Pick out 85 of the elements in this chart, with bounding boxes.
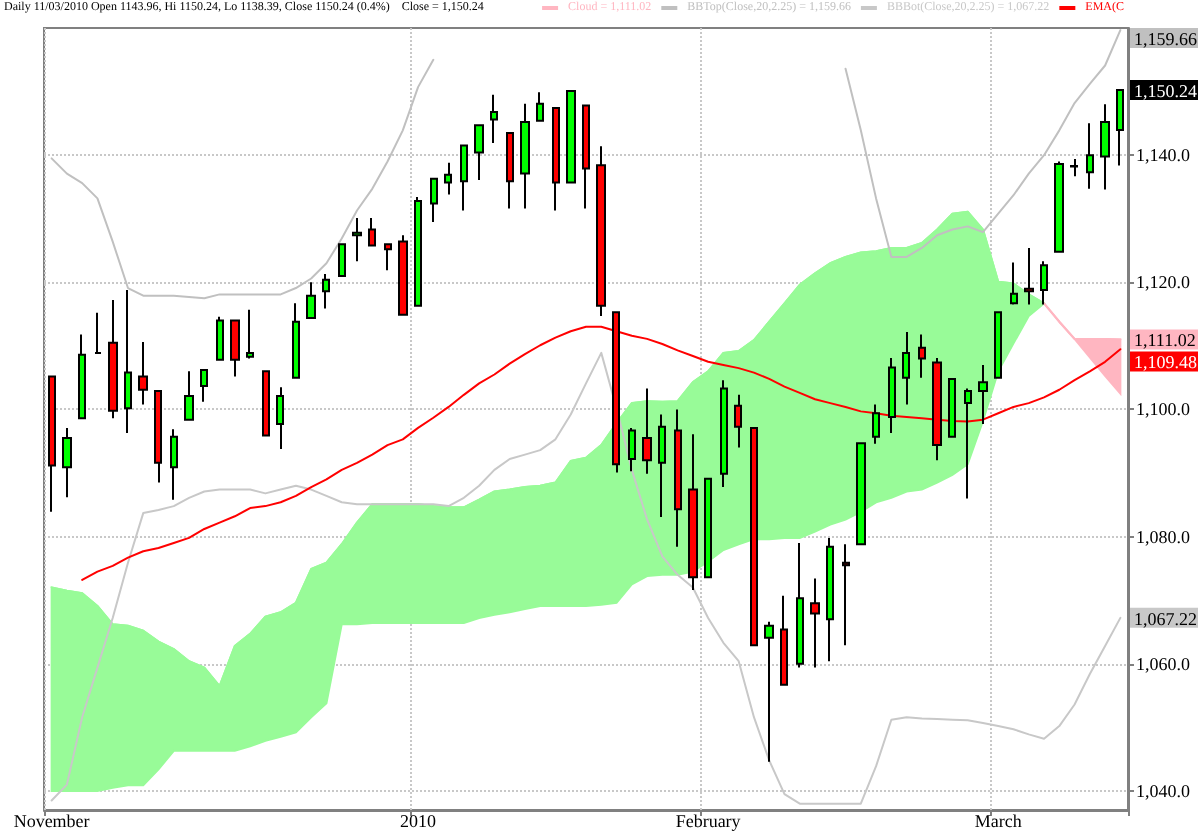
candlestick bbox=[810, 577, 820, 669]
candlestick bbox=[978, 363, 988, 426]
candlestick bbox=[506, 131, 514, 210]
text: 1,109.48 bbox=[1134, 352, 1198, 373]
text: 1,150.24 bbox=[1134, 81, 1198, 102]
candlestick bbox=[124, 288, 132, 434]
candlestick bbox=[368, 217, 376, 247]
candlestick bbox=[994, 311, 1002, 379]
candlestick bbox=[490, 93, 498, 145]
y-tick-label: 1,060.0 bbox=[1136, 653, 1191, 674]
candlestick bbox=[306, 281, 316, 319]
candlestick bbox=[826, 536, 834, 663]
candlestick bbox=[94, 311, 102, 354]
candlestick bbox=[582, 104, 590, 210]
candlestick bbox=[276, 386, 284, 450]
candlestick bbox=[322, 273, 330, 310]
candlestick bbox=[842, 543, 850, 647]
candlestick bbox=[460, 144, 468, 212]
y-tick-label: 1,040.0 bbox=[1136, 780, 1191, 801]
candlestick bbox=[1054, 160, 1064, 253]
candlestick bbox=[230, 319, 240, 378]
candlestick bbox=[642, 387, 652, 475]
y-tick-label: 1,100.0 bbox=[1136, 399, 1191, 420]
y-tick-label: 1,120.0 bbox=[1136, 272, 1191, 293]
candlestick bbox=[474, 124, 484, 181]
candlestick bbox=[688, 433, 698, 592]
candlestick bbox=[872, 403, 880, 445]
candlestick bbox=[750, 426, 758, 647]
candlestick bbox=[1116, 89, 1124, 167]
text: 1,159.66 bbox=[1134, 29, 1198, 49]
candlestick bbox=[1100, 103, 1110, 191]
candlestick bbox=[170, 428, 178, 501]
candlestick bbox=[1024, 246, 1034, 306]
candlestick bbox=[184, 370, 194, 421]
candlestick bbox=[78, 333, 86, 420]
candlestick bbox=[734, 393, 742, 449]
candlestick bbox=[414, 196, 422, 307]
candlestick bbox=[1086, 122, 1094, 190]
candlestick bbox=[918, 333, 926, 379]
candlestick bbox=[628, 426, 636, 473]
candlestick bbox=[658, 413, 666, 518]
candlestick bbox=[764, 620, 774, 763]
x-tick-label: 2010 bbox=[400, 811, 438, 831]
candlestick bbox=[780, 594, 788, 686]
candlestick bbox=[352, 217, 362, 263]
candlestick bbox=[246, 308, 254, 360]
candlestick bbox=[856, 442, 866, 546]
candlestick bbox=[902, 330, 910, 406]
candlestick bbox=[566, 89, 576, 184]
y-tick-label: 1,080.0 bbox=[1136, 526, 1191, 547]
candlestick bbox=[1040, 260, 1048, 306]
y-tick-label: 1,140.0 bbox=[1136, 145, 1191, 166]
x-tick-label: March bbox=[974, 811, 1023, 831]
candlestick bbox=[384, 243, 392, 272]
text: 1,111.02 bbox=[1134, 330, 1196, 351]
candlestick bbox=[552, 107, 560, 212]
candlestick bbox=[1070, 157, 1078, 178]
x-tick-label: February bbox=[675, 811, 742, 831]
candlestick bbox=[430, 177, 438, 223]
candlestick bbox=[536, 91, 544, 122]
candlestick bbox=[596, 145, 606, 317]
candlestick bbox=[704, 477, 712, 579]
candlestick bbox=[796, 541, 804, 669]
candlestick bbox=[674, 408, 682, 548]
candlestick bbox=[888, 356, 896, 434]
x-tick-label: November bbox=[13, 811, 90, 831]
candlestick bbox=[338, 243, 346, 277]
candlestick bbox=[292, 302, 300, 379]
candlestick bbox=[444, 161, 452, 196]
candlestick bbox=[932, 356, 942, 462]
candlestick bbox=[216, 315, 224, 361]
candlestick bbox=[964, 387, 972, 500]
candlestick bbox=[398, 234, 408, 316]
text: 1,067.22 bbox=[1134, 608, 1197, 629]
candlestick bbox=[108, 299, 118, 420]
candlestick bbox=[138, 341, 148, 406]
candlestick bbox=[262, 370, 270, 437]
candlestick bbox=[154, 390, 162, 484]
candlestick bbox=[1010, 261, 1018, 306]
candlestick bbox=[200, 369, 208, 403]
candlestick bbox=[48, 375, 56, 513]
candlestick bbox=[62, 426, 72, 499]
candlestick bbox=[720, 379, 728, 489]
candlestick bbox=[948, 377, 956, 438]
candlestick bbox=[520, 102, 530, 210]
